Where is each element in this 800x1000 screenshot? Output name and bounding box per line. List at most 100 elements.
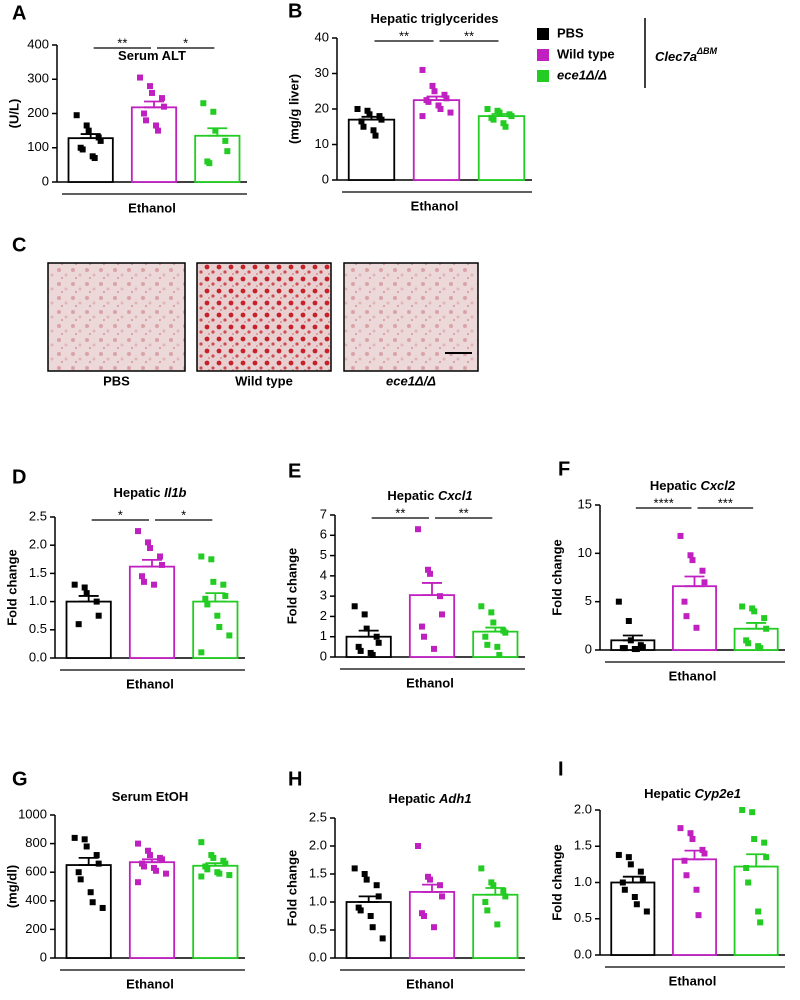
data-point <box>198 873 205 880</box>
data-point <box>363 625 370 632</box>
y-tick-label: 2.0 <box>29 537 47 552</box>
data-point <box>494 921 501 928</box>
title-gene: Cyp2e1 <box>695 786 741 801</box>
data-point <box>147 852 153 859</box>
y-tick-label: 1.5 <box>309 865 327 880</box>
panel-letter: H <box>288 768 302 790</box>
data-point <box>222 137 229 144</box>
title-text: Hepatic <box>388 791 435 806</box>
data-point <box>151 581 157 588</box>
title-text: Serum EtOH <box>112 789 189 804</box>
data-point <box>135 528 141 535</box>
histology-image <box>47 262 186 372</box>
data-point <box>488 609 495 616</box>
y-tick-label: 0 <box>40 949 47 964</box>
data-point <box>443 95 450 102</box>
data-point <box>427 876 433 883</box>
data-point <box>216 870 223 877</box>
bar <box>477 115 526 181</box>
data-point <box>206 160 213 167</box>
data-point <box>358 118 365 125</box>
significance-label: ** <box>395 505 405 520</box>
data-point <box>701 850 708 857</box>
y-tick-label: 1.5 <box>574 838 592 853</box>
data-point <box>621 886 628 893</box>
panel-letter: F <box>558 458 570 480</box>
data-point <box>500 120 507 127</box>
data-point <box>149 89 155 96</box>
data-point <box>431 924 437 931</box>
x-axis-label: Ethanol <box>126 976 174 991</box>
histology-image <box>196 262 332 372</box>
y-tick-label: 10 <box>578 545 592 560</box>
data-point <box>431 645 437 652</box>
data-point <box>163 870 169 877</box>
data-point <box>364 107 371 114</box>
legend-label: PBS <box>557 25 584 40</box>
y-tick-label: 0.0 <box>29 649 47 664</box>
data-point <box>615 598 622 605</box>
y-tick-label: 100 <box>27 139 49 154</box>
data-point <box>373 633 380 640</box>
data-point <box>429 82 436 89</box>
y-tick-label: 5 <box>320 547 327 562</box>
data-point <box>478 865 485 872</box>
title-text: Hepatic <box>644 786 691 801</box>
data-point <box>375 893 382 900</box>
data-point <box>145 539 151 546</box>
data-point <box>415 526 421 533</box>
data-point <box>141 863 147 870</box>
data-point <box>99 904 106 911</box>
data-point <box>496 109 503 116</box>
data-point <box>633 646 640 653</box>
y-axis-label: Fold change <box>284 548 299 625</box>
data-point <box>222 592 229 599</box>
y-tick-label: 2.0 <box>574 801 592 816</box>
data-point <box>226 632 233 639</box>
data-point <box>502 893 509 900</box>
title-text: Hepatic <box>114 485 161 500</box>
data-point <box>83 843 90 850</box>
data-point <box>214 612 221 619</box>
data-point <box>427 570 433 577</box>
bar <box>610 881 656 956</box>
y-axis-label: (mg/dl) <box>4 865 19 908</box>
data-point <box>683 613 690 620</box>
chart-title: Hepatic Adh1 <box>388 791 471 806</box>
title-text: Hepatic <box>650 478 697 493</box>
significance-label: * <box>183 35 188 50</box>
data-point <box>376 113 383 120</box>
data-point <box>204 866 211 873</box>
data-point <box>627 861 634 868</box>
data-point <box>419 623 425 630</box>
data-point <box>361 611 368 618</box>
data-point <box>141 110 147 117</box>
chart-title: Serum EtOH <box>112 789 189 804</box>
chart-title: Serum ALT <box>118 48 186 63</box>
title-text: Hepatic triglycerides <box>371 11 499 26</box>
significance-label: *** <box>718 495 733 510</box>
data-point <box>693 886 700 893</box>
chart-panel: D Hepatic Il1b 0.0 0.5 1.0 1.5 2.0 2.5 Fold chan… <box>4 466 245 691</box>
y-tick-label: 2 <box>320 608 327 623</box>
data-point <box>198 839 205 846</box>
data-point <box>366 111 373 118</box>
bar <box>67 137 114 183</box>
data-point <box>375 639 382 646</box>
group-label: Clec7a <box>655 49 697 64</box>
significance-label: ** <box>117 35 127 50</box>
bar <box>345 901 392 959</box>
x-axis-label: Ethanol <box>126 676 174 691</box>
panel-letter: E <box>288 460 301 482</box>
data-point <box>85 127 92 134</box>
y-tick-label: 0 <box>320 648 327 663</box>
panel-letter: A <box>12 2 26 24</box>
y-tick-label: 0.0 <box>574 946 592 961</box>
data-point <box>745 640 752 647</box>
y-tick-label: 40 <box>315 29 329 44</box>
data-point <box>204 601 211 608</box>
data-point <box>619 879 626 886</box>
data-point <box>677 825 684 832</box>
histology-image <box>343 262 479 372</box>
data-point <box>757 645 764 652</box>
